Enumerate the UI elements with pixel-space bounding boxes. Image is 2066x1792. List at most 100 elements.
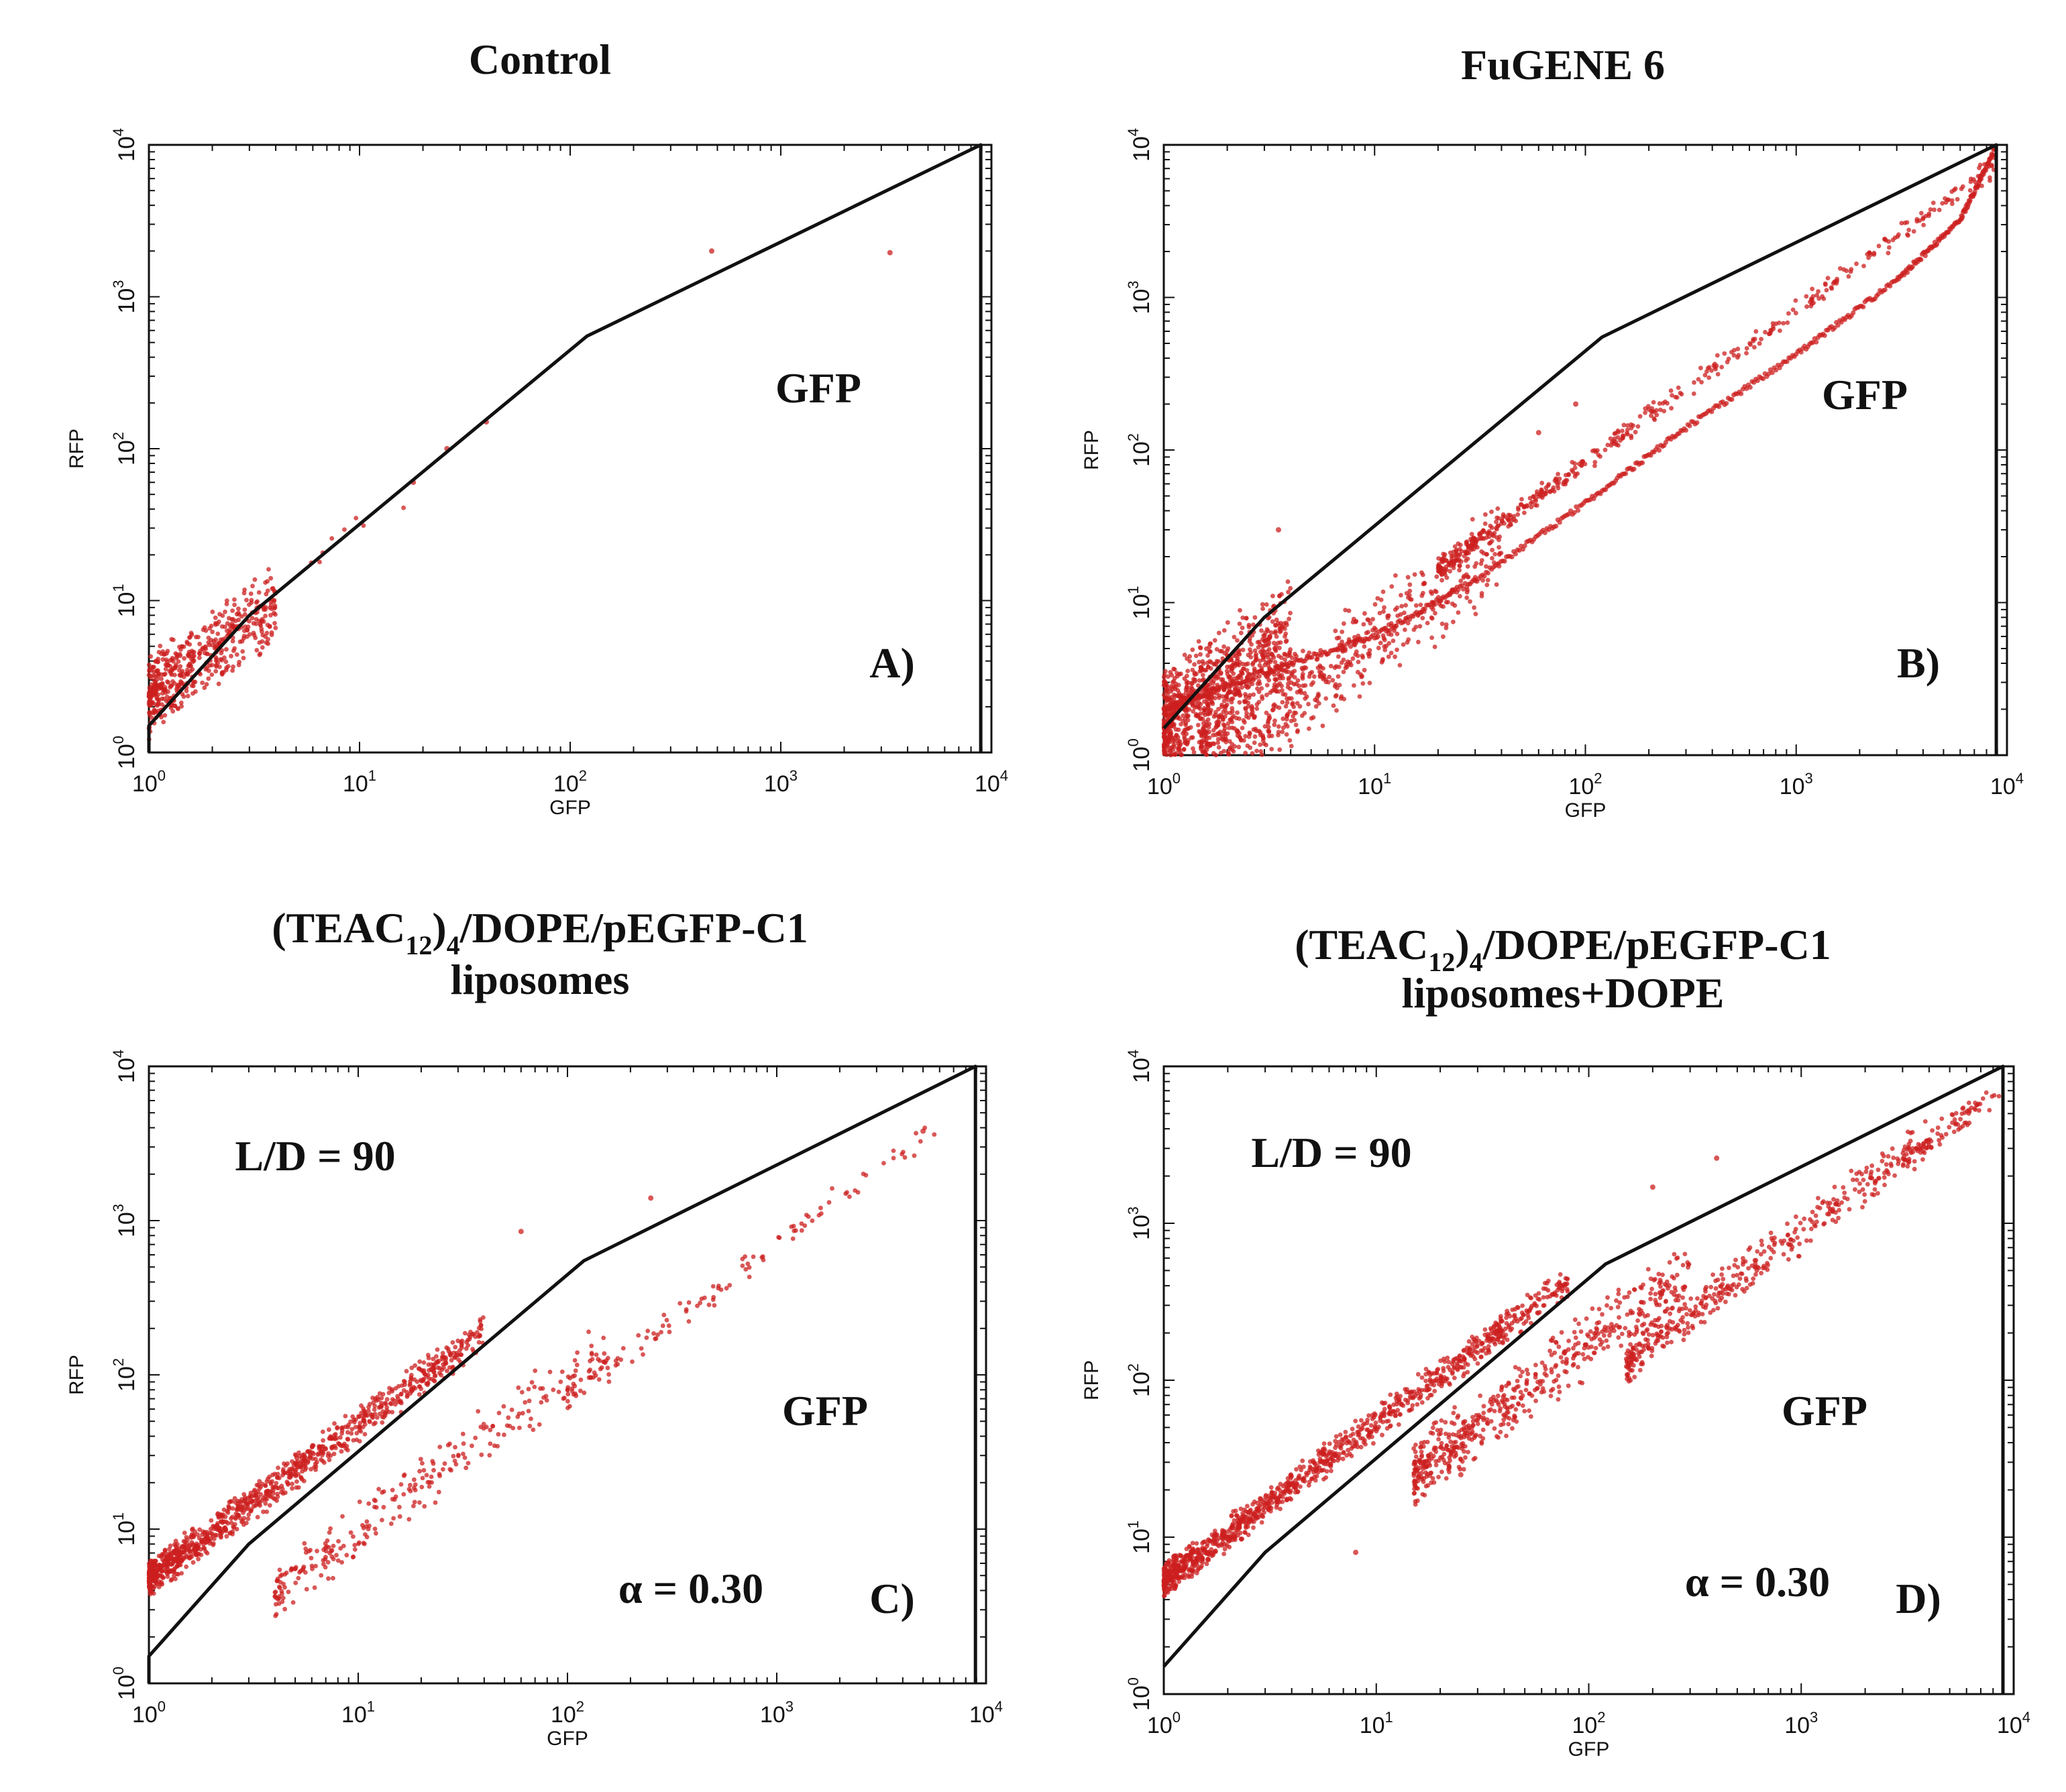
data-point [1229, 699, 1234, 705]
data-point [229, 1516, 233, 1521]
data-point [217, 665, 222, 669]
data-point [1242, 720, 1247, 725]
data-point [1465, 564, 1470, 569]
data-point [321, 1438, 325, 1443]
data-point [1490, 556, 1494, 561]
data-point [282, 1606, 287, 1612]
data-point [1216, 630, 1221, 636]
data-point [1260, 655, 1266, 660]
data-point [1244, 711, 1249, 716]
data-point [1478, 561, 1484, 566]
data-point [1457, 567, 1462, 573]
data-point [667, 1329, 672, 1335]
data-point [1161, 718, 1166, 722]
data-point [1186, 738, 1191, 743]
data-point [1185, 714, 1190, 719]
data-point [1279, 592, 1284, 597]
data-point [630, 1359, 635, 1364]
data-point [1651, 416, 1657, 421]
data-point [1237, 699, 1242, 705]
data-point [1488, 530, 1493, 536]
data-point [409, 1365, 415, 1370]
data-point [1276, 640, 1281, 646]
data-point [740, 1256, 745, 1262]
data-point [418, 1457, 423, 1462]
data-point [435, 1365, 441, 1370]
data-point [1199, 744, 1204, 749]
data-point [249, 598, 254, 603]
data-point [441, 1355, 446, 1360]
data-point [236, 617, 241, 622]
x-axis-title: GFP [547, 1728, 588, 1750]
data-point [1521, 504, 1527, 509]
data-point [273, 625, 278, 630]
data-point [1200, 659, 1205, 664]
data-point [1240, 726, 1245, 730]
data-point [1240, 667, 1246, 671]
data-point [1231, 671, 1236, 676]
data-point [1213, 725, 1218, 730]
data-point [1207, 649, 1212, 654]
data-point [1635, 424, 1641, 429]
data-point [1181, 718, 1186, 724]
data-point [309, 1445, 315, 1450]
data-point [1381, 609, 1386, 614]
data-point [1757, 341, 1762, 346]
y-tick-label: 100 [1125, 738, 1154, 772]
data-point [1283, 657, 1287, 662]
data-point [1402, 610, 1407, 616]
data-point [1450, 601, 1455, 606]
data-point [470, 1443, 474, 1449]
data-point [448, 1353, 453, 1358]
data-point [412, 1477, 417, 1482]
data-point [357, 1499, 362, 1504]
data-point [1257, 663, 1262, 668]
data-point [1192, 672, 1197, 677]
data-point [393, 1386, 398, 1391]
data-point [1502, 521, 1507, 526]
data-point [1896, 232, 1901, 237]
data-point [1629, 435, 1634, 441]
data-point [209, 663, 215, 667]
data-point [197, 651, 202, 656]
data-point [1170, 735, 1175, 740]
data-point [1168, 689, 1173, 694]
data-point [376, 1487, 381, 1492]
data-point [565, 1406, 570, 1410]
data-point [1211, 678, 1216, 683]
data-point [881, 1161, 886, 1166]
data-point [1488, 523, 1493, 528]
data-point [1906, 233, 1910, 238]
data-point [260, 639, 265, 644]
data-point [1726, 356, 1731, 361]
data-point [1197, 678, 1202, 683]
data-point [1822, 333, 1827, 338]
data-point [236, 606, 241, 612]
data-point [1266, 713, 1272, 718]
data-point [1354, 649, 1359, 654]
data-point [254, 1483, 260, 1488]
data-point [1904, 270, 1910, 275]
data-point [1254, 706, 1260, 711]
data-point [202, 1546, 207, 1551]
data-point [300, 1469, 305, 1474]
data-point [437, 1445, 443, 1449]
data-point [1785, 320, 1790, 325]
data-point [429, 1362, 434, 1367]
data-point [450, 1340, 455, 1345]
data-point [268, 1494, 274, 1500]
data-point [1346, 608, 1352, 614]
data-point [533, 1368, 538, 1374]
data-point [1290, 701, 1295, 706]
data-point [168, 683, 174, 688]
data-point [254, 600, 259, 605]
data-point [1804, 304, 1809, 309]
data-point [661, 1312, 667, 1318]
data-point [221, 1507, 227, 1512]
data-point [1195, 722, 1201, 728]
data-point [1263, 638, 1268, 643]
data-point [602, 1360, 608, 1365]
data-point [245, 628, 250, 633]
data-point [1238, 692, 1243, 697]
data-point [1220, 694, 1226, 699]
